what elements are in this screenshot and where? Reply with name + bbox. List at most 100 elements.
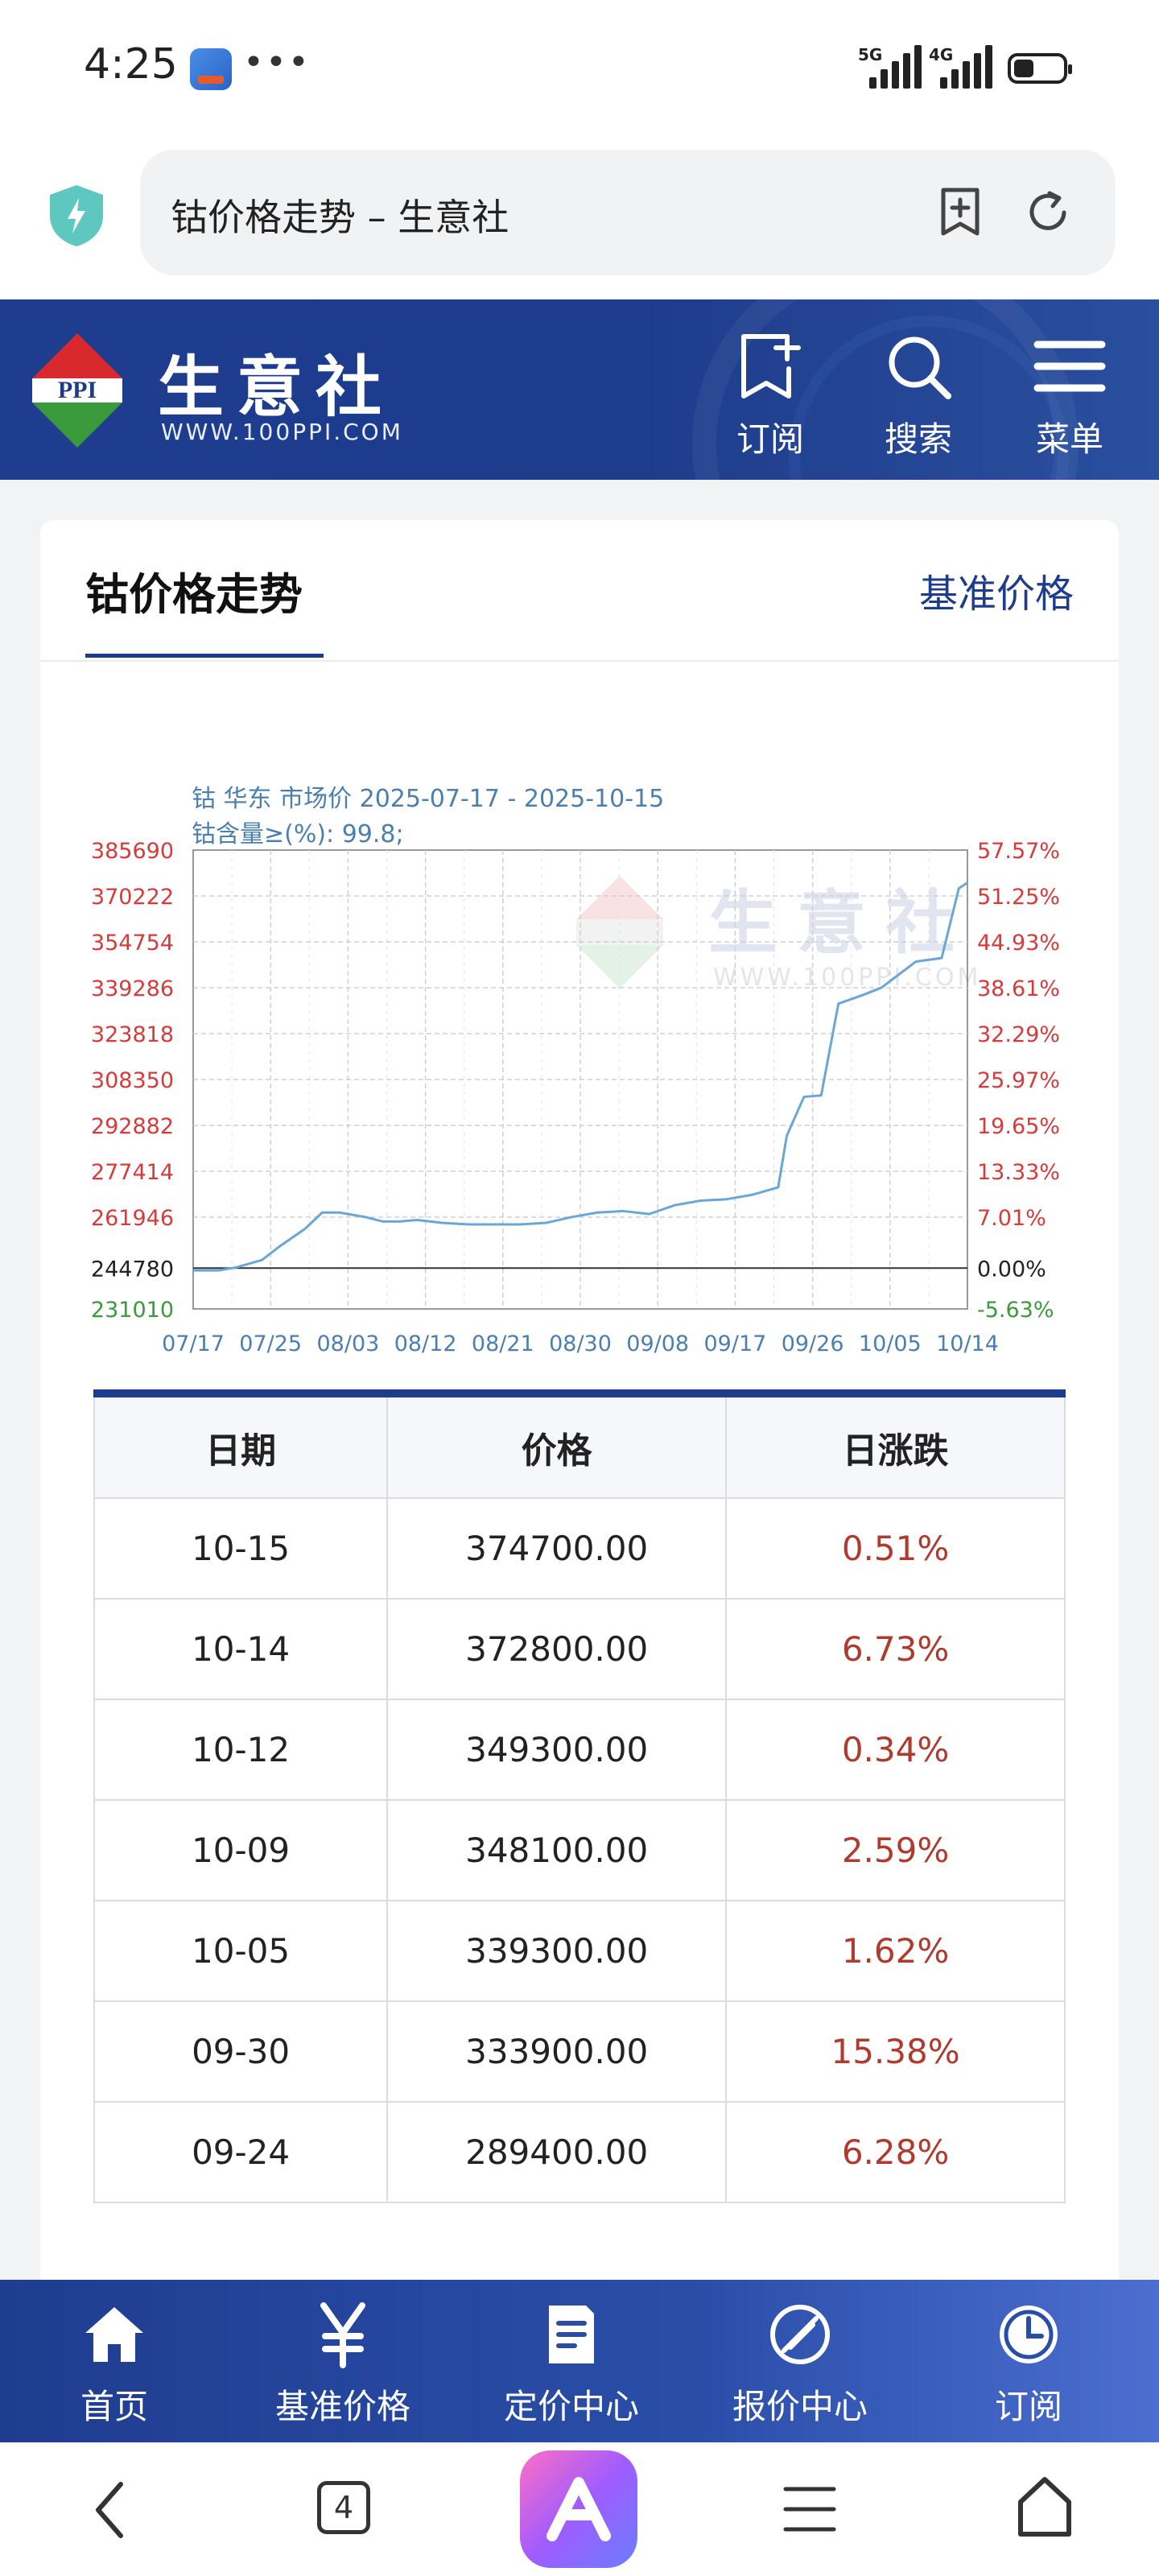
tab-quote-label: 报价中心 bbox=[732, 2387, 868, 2426]
clock-icon bbox=[1000, 2306, 1058, 2363]
bookmark-add-icon bbox=[741, 334, 801, 398]
cell-price: 349300.00 bbox=[386, 1699, 728, 1801]
price-series-line bbox=[193, 881, 968, 1272]
card-title: 钴价格走势 bbox=[85, 569, 303, 620]
cell-change: 2.59% bbox=[725, 1799, 1066, 1901]
search-button[interactable]: 搜索 bbox=[874, 332, 963, 469]
cell-change: 6.28% bbox=[725, 2101, 1066, 2203]
system-navigation-bar: 4 bbox=[0, 2442, 1159, 2576]
address-bar[interactable]: 钴价格走势 – 生意社 bbox=[140, 150, 1116, 275]
cell-date: 10-12 bbox=[93, 1699, 389, 1801]
y2-tick-label: 44.93% bbox=[977, 931, 1060, 956]
cell-price: 333900.00 bbox=[386, 2000, 728, 2103]
table-row: 10-15 374700.00 0.51% bbox=[93, 1497, 1066, 1600]
cell-date: 10-14 bbox=[93, 1598, 389, 1700]
x-tick-label: 07/25 bbox=[239, 1331, 302, 1356]
price-table: 日期 价格 日涨跌 10-15 374700.00 0.51% 10-14 37280… bbox=[93, 1389, 1066, 2203]
y-tick-label: 261946 bbox=[91, 1206, 174, 1231]
home-icon bbox=[85, 2307, 143, 2362]
search-label: 搜索 bbox=[884, 419, 952, 459]
battery-icon bbox=[1008, 53, 1072, 84]
active-tab-underline bbox=[85, 654, 324, 658]
signal-5g-label: 5G bbox=[858, 45, 883, 64]
tab-subscribe-label: 订阅 bbox=[994, 2387, 1062, 2426]
y-tick-label: 308350 bbox=[91, 1068, 174, 1093]
cell-change: 1.62% bbox=[725, 1900, 1066, 2002]
tab-benchmark-label: 基准价格 bbox=[274, 2387, 410, 2426]
menu-lines-icon[interactable] bbox=[782, 2481, 837, 2537]
back-icon[interactable] bbox=[85, 2478, 134, 2542]
y-tick-label: 323818 bbox=[91, 1022, 174, 1047]
x-tick-label: 10/14 bbox=[936, 1331, 999, 1356]
y2-tick-label: 32.29% bbox=[977, 1022, 1060, 1047]
card-header: 钴价格走势 基准价格 bbox=[40, 520, 1119, 662]
home-nav-icon[interactable] bbox=[1016, 2475, 1074, 2539]
price-chart: 钴 华东 市场价 2025-07-17 - 2025-10-15 钴含量≥(%):… bbox=[40, 729, 1119, 1356]
y2-tick-label: 19.65% bbox=[977, 1114, 1060, 1139]
tab-home[interactable]: 首页 bbox=[10, 2301, 219, 2429]
cell-date: 09-30 bbox=[93, 2000, 389, 2103]
table-row: 09-24 289400.00 6.28% bbox=[93, 2101, 1066, 2203]
site-logo-text[interactable]: 生意社 bbox=[158, 349, 395, 426]
y-tick-label: 339286 bbox=[91, 976, 174, 1001]
tab-pricing-center[interactable]: 定价中心 bbox=[467, 2301, 676, 2429]
menu-label: 菜单 bbox=[1035, 419, 1103, 459]
security-shield-icon[interactable] bbox=[47, 184, 106, 248]
cell-price: 372800.00 bbox=[386, 1598, 728, 1700]
benchmark-price-link[interactable]: 基准价格 bbox=[918, 572, 1074, 617]
x-tick-label: 08/03 bbox=[316, 1331, 379, 1356]
cell-change: 15.38% bbox=[725, 2000, 1066, 2103]
tab-quote-center[interactable]: 报价中心 bbox=[695, 2301, 905, 2429]
y2-tick-label: 13.33% bbox=[977, 1160, 1060, 1185]
site-logo-icon[interactable]: PPI bbox=[29, 330, 126, 451]
bottom-tab-bar: 首页 基准价格 定价中心 报价中心 订阅 bbox=[0, 2280, 1159, 2442]
tab-benchmark-price[interactable]: 基准价格 bbox=[238, 2301, 448, 2429]
signal-4g-icon: 4G bbox=[929, 45, 993, 89]
table-row: 10-05 339300.00 1.62% bbox=[93, 1900, 1066, 2002]
x-tick-label: 07/17 bbox=[162, 1331, 225, 1356]
y-tick-label: 370222 bbox=[91, 885, 174, 910]
y2-tick-label: 51.25% bbox=[977, 885, 1060, 910]
cell-change: 0.34% bbox=[725, 1699, 1066, 1801]
tabs-count: 4 bbox=[333, 2490, 354, 2525]
tabs-count-button[interactable]: 4 bbox=[317, 2481, 370, 2534]
status-time: 4:25 bbox=[84, 40, 178, 89]
cell-date: 10-05 bbox=[93, 1900, 389, 2002]
cell-price: 289400.00 bbox=[386, 2101, 728, 2203]
y-tick-label: 385690 bbox=[91, 839, 174, 864]
add-bookmark-icon[interactable] bbox=[937, 187, 984, 237]
quote-icon bbox=[770, 2305, 830, 2364]
subscribe-button[interactable]: 订阅 bbox=[726, 332, 815, 469]
svg-text:生意社: 生意社 bbox=[708, 883, 974, 964]
menu-icon bbox=[1033, 341, 1106, 392]
x-tick-label: 09/26 bbox=[782, 1331, 844, 1356]
tab-subscribe[interactable]: 订阅 bbox=[924, 2301, 1133, 2429]
assistant-icon bbox=[547, 2477, 611, 2541]
y-tick-label: 292882 bbox=[91, 1114, 174, 1139]
table-row: 10-09 348100.00 2.59% bbox=[93, 1799, 1066, 1901]
document-icon bbox=[549, 2306, 594, 2363]
y2-tick-label: 0.00% bbox=[977, 1257, 1046, 1282]
cell-date: 10-09 bbox=[93, 1799, 389, 1901]
browser-address-row: 钴价格走势 – 生意社 bbox=[0, 137, 1159, 299]
y-tick-label: 277414 bbox=[91, 1160, 174, 1185]
x-tick-label: 08/21 bbox=[472, 1331, 534, 1356]
cell-change: 6.73% bbox=[725, 1598, 1066, 1700]
content-card: 钴价格走势 基准价格 钴 华东 市场价 2025-07-17 - 2025-10… bbox=[40, 520, 1119, 2291]
cell-change: 0.51% bbox=[725, 1497, 1066, 1600]
assistant-app-button[interactable] bbox=[520, 2450, 637, 2568]
x-tick-label: 08/30 bbox=[549, 1331, 612, 1356]
table-row: 09-30 333900.00 15.38% bbox=[93, 2000, 1066, 2103]
x-tick-label: 09/17 bbox=[703, 1331, 766, 1356]
cell-price: 339300.00 bbox=[386, 1900, 728, 2002]
site-header: PPI 生意社 WWW.100PPI.COM 订阅 搜索 菜单 bbox=[0, 299, 1159, 480]
y2-tick-label: 25.97% bbox=[977, 1068, 1060, 1093]
cell-date: 09-24 bbox=[93, 2101, 389, 2203]
menu-button[interactable]: 菜单 bbox=[1025, 332, 1114, 469]
site-logo-url: WWW.100PPI.COM bbox=[161, 419, 403, 445]
tab-home-label: 首页 bbox=[80, 2387, 148, 2426]
refresh-icon[interactable] bbox=[1022, 187, 1074, 238]
y-tick-label: 244780 bbox=[91, 1257, 174, 1282]
app-notification-icon bbox=[190, 48, 232, 90]
svg-text:WWW.100PPI.COM: WWW.100PPI.COM bbox=[713, 964, 981, 992]
